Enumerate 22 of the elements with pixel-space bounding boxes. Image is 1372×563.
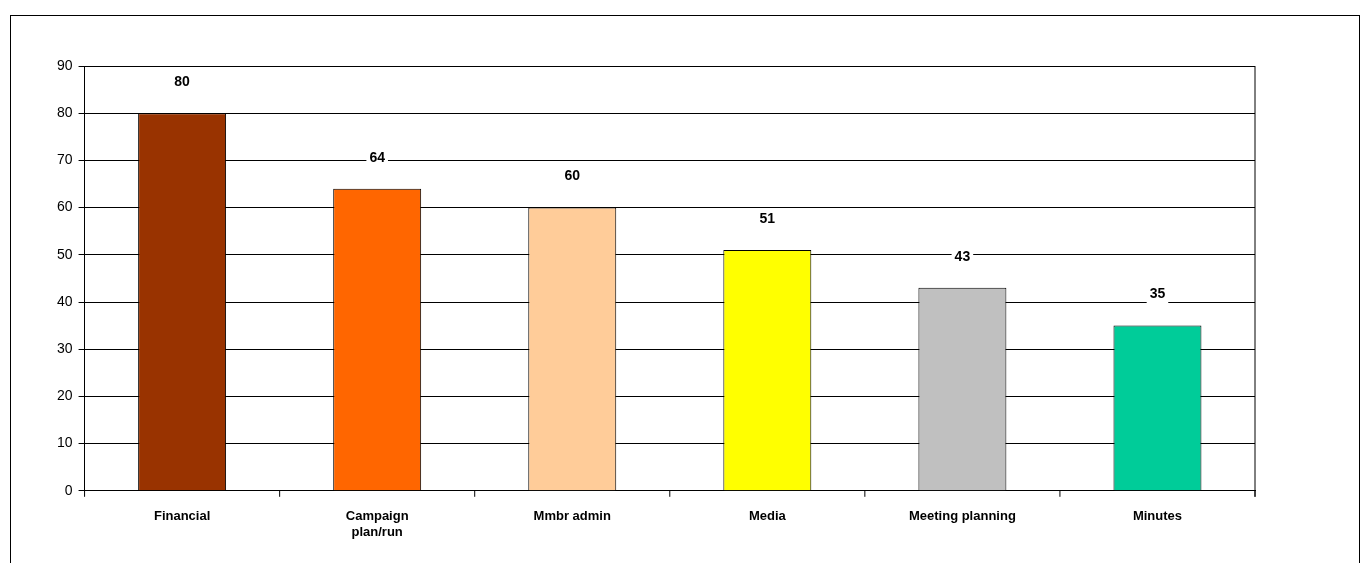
x-tick-label: Financial: [153, 508, 211, 524]
data-label: 51: [759, 209, 776, 226]
data-label: 80: [174, 73, 191, 90]
y-tick-label: 60: [56, 198, 73, 215]
y-tick-label: 90: [56, 56, 73, 73]
data-label: 43: [954, 247, 971, 264]
y-tick-label: 0: [64, 481, 73, 498]
y-tick-label: 40: [56, 292, 73, 309]
data-label: 64: [369, 148, 386, 165]
data-label: 35: [1149, 285, 1166, 302]
x-tick-label: Minutes: [1132, 508, 1183, 524]
y-tick-label: 10: [56, 434, 73, 451]
x-tick-label: Meeting planning: [908, 508, 1016, 524]
y-tick-label: 50: [56, 245, 73, 262]
x-tick-label: Campaign plan/run: [345, 508, 409, 539]
y-tick-label: 20: [56, 387, 73, 404]
y-tick-label: 70: [56, 151, 73, 168]
x-tick-label: Mmbr admin: [533, 508, 611, 524]
data-label: 60: [564, 167, 581, 184]
y-tick-label: 80: [56, 104, 73, 121]
x-tick-label: Media: [748, 508, 787, 524]
y-tick-label: 30: [56, 340, 73, 357]
